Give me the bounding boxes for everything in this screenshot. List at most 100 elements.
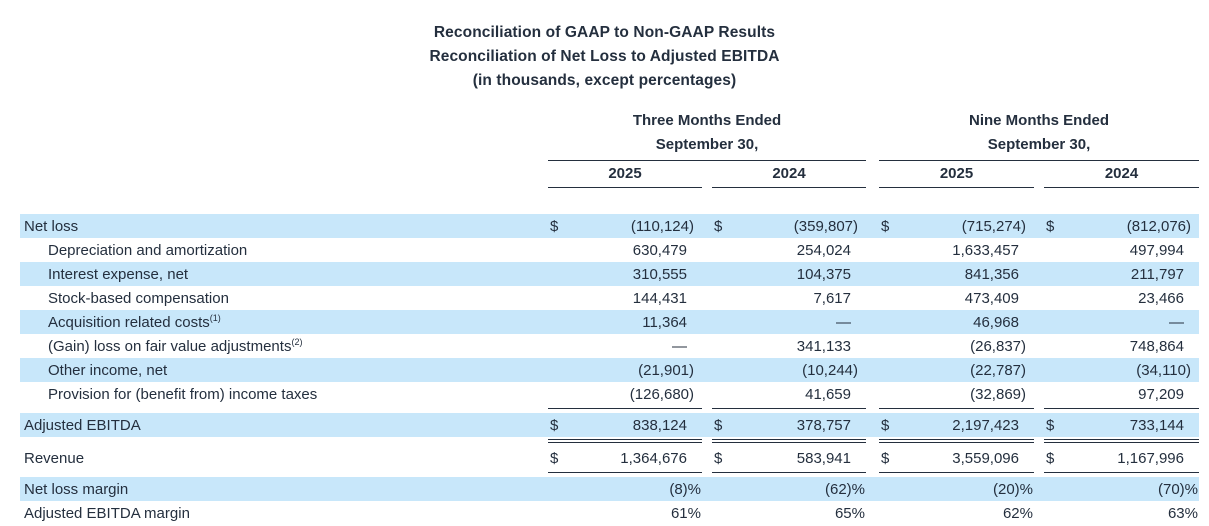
cell-value: 11,364 bbox=[642, 313, 687, 331]
row-label: Net loss bbox=[24, 217, 79, 235]
group-header: Three Months Ended September 30, bbox=[548, 109, 866, 161]
column-header-2024: 2024 bbox=[1044, 161, 1199, 188]
cell-value: (26,837) bbox=[970, 337, 1026, 355]
page-subtitle: Reconciliation of Net Loss to Adjusted E… bbox=[429, 48, 780, 65]
value-group: 310,555 bbox=[548, 262, 702, 286]
value-group: — bbox=[548, 334, 702, 358]
value-group: $733,144 bbox=[1044, 413, 1199, 437]
dollar-sign: $ bbox=[550, 449, 559, 467]
cell-value: 144,431 bbox=[632, 289, 687, 307]
dollar-sign: $ bbox=[714, 217, 723, 235]
table-row: (Gain) loss on fair value adjustments(2)… bbox=[20, 334, 1199, 358]
single-rule-segment bbox=[548, 408, 702, 409]
row-label: Provision for (benefit from) income taxe… bbox=[48, 385, 318, 403]
column-gap bbox=[866, 286, 879, 310]
column-gap bbox=[866, 382, 879, 406]
dollar-sign: $ bbox=[550, 416, 559, 434]
dollar-sign: $ bbox=[714, 416, 723, 434]
cell-value: 62% bbox=[1002, 504, 1033, 522]
column-gap bbox=[866, 310, 879, 334]
table-row: Acquisition related costs(1) 11,364 — 46,96… bbox=[20, 310, 1199, 334]
value-group: $2,197,423 bbox=[879, 413, 1034, 437]
double-rule-segment bbox=[879, 439, 1034, 443]
value-group: 473,409 bbox=[879, 286, 1034, 310]
cell-value: (8)% bbox=[669, 480, 701, 498]
dollar-sign: $ bbox=[550, 217, 559, 235]
column-gap bbox=[866, 501, 879, 525]
value-group: (70)% bbox=[1044, 477, 1199, 501]
column-gap bbox=[866, 238, 879, 262]
column-gap bbox=[702, 310, 712, 334]
double-rule-segment bbox=[548, 439, 702, 443]
column-group-three-months: Three Months Ended September 30, 2025 20… bbox=[548, 109, 866, 188]
value-group: (8)% bbox=[548, 477, 702, 501]
dollar-sign: $ bbox=[881, 449, 890, 467]
column-gap bbox=[1034, 161, 1044, 188]
column-gap bbox=[866, 413, 879, 437]
column-gap bbox=[866, 446, 879, 470]
accounting-rule bbox=[20, 472, 1199, 473]
column-gap bbox=[1034, 413, 1044, 437]
table-row: Stock-based compensation 144,431 7,617 473,… bbox=[20, 286, 1199, 310]
dollar-sign: $ bbox=[1046, 449, 1055, 467]
cell-value: (715,274) bbox=[961, 217, 1026, 235]
cell-value: 748,864 bbox=[1129, 337, 1184, 355]
cell-value: (10,244) bbox=[802, 361, 858, 379]
value-group: $ (359,807) bbox=[712, 214, 866, 238]
row-label: Interest expense, net bbox=[48, 265, 189, 283]
group-title: Nine Months Ended bbox=[969, 112, 1109, 129]
cell-value: 341,133 bbox=[796, 337, 851, 355]
row-label: Stock-based compensation bbox=[48, 289, 229, 307]
dollar-sign: $ bbox=[881, 416, 890, 434]
page-title: Reconciliation of GAAP to Non-GAAP Resul… bbox=[433, 24, 776, 41]
cell-value: 2,197,423 bbox=[952, 416, 1019, 434]
cell-value: (32,869) bbox=[970, 385, 1026, 403]
value-group: 63% bbox=[1044, 501, 1199, 525]
table-row: Net loss margin (8)% (62)% (20)% (70)% bbox=[20, 477, 1199, 501]
value-group: 104,375 bbox=[712, 262, 866, 286]
value-group: (34,110) bbox=[1044, 358, 1199, 382]
column-gap bbox=[866, 334, 879, 358]
column-gap bbox=[1034, 238, 1044, 262]
row-label: Acquisition related costs(1) bbox=[48, 313, 221, 331]
row-label: (Gain) loss on fair value adjustments(2) bbox=[48, 337, 303, 355]
cell-value: 1,364,676 bbox=[620, 449, 687, 467]
value-group: (62)% bbox=[712, 477, 866, 501]
single-rule-segment bbox=[1044, 472, 1199, 473]
cell-value: 104,375 bbox=[796, 265, 851, 283]
value-group: 211,797 bbox=[1044, 262, 1199, 286]
column-gap bbox=[702, 334, 712, 358]
cell-value: 733,144 bbox=[1129, 416, 1184, 434]
row-label: Other income, net bbox=[48, 361, 168, 379]
cell-value: 1,633,457 bbox=[952, 241, 1019, 259]
value-group: — bbox=[712, 310, 866, 334]
column-gap bbox=[702, 358, 712, 382]
accounting-rule bbox=[20, 439, 1199, 443]
single-rule-segment bbox=[1044, 408, 1199, 409]
group-subtitle: September 30, bbox=[987, 136, 1091, 153]
table-row: Adjusted EBITDA $838,124 $378,757 $2,197,42… bbox=[20, 413, 1199, 437]
column-gap bbox=[1034, 310, 1044, 334]
column-gap bbox=[1034, 262, 1044, 286]
column-header-2025: 2025 bbox=[879, 161, 1034, 188]
value-group: $ (812,076) bbox=[1044, 214, 1199, 238]
cell-value: 630,479 bbox=[632, 241, 687, 259]
value-group: (10,244) bbox=[712, 358, 866, 382]
value-group: 144,431 bbox=[548, 286, 702, 310]
column-gap bbox=[702, 501, 712, 525]
value-group: (21,901) bbox=[548, 358, 702, 382]
table-title-block: Reconciliation of GAAP to Non-GAAP Resul… bbox=[0, 0, 1209, 93]
cell-value: 41,659 bbox=[805, 385, 851, 403]
value-group: 254,024 bbox=[712, 238, 866, 262]
value-group: $1,364,676 bbox=[548, 446, 702, 470]
column-gap bbox=[866, 477, 879, 501]
cell-value: (62)% bbox=[824, 480, 865, 498]
value-group: 497,994 bbox=[1044, 238, 1199, 262]
column-gap bbox=[702, 238, 712, 262]
cell-value: 583,941 bbox=[796, 449, 851, 467]
value-group: (26,837) bbox=[879, 334, 1034, 358]
cell-value: 61% bbox=[670, 504, 701, 522]
year-headers: 2025 2024 bbox=[879, 161, 1199, 188]
cell-value: (812,076) bbox=[1126, 217, 1191, 235]
column-gap bbox=[1034, 334, 1044, 358]
